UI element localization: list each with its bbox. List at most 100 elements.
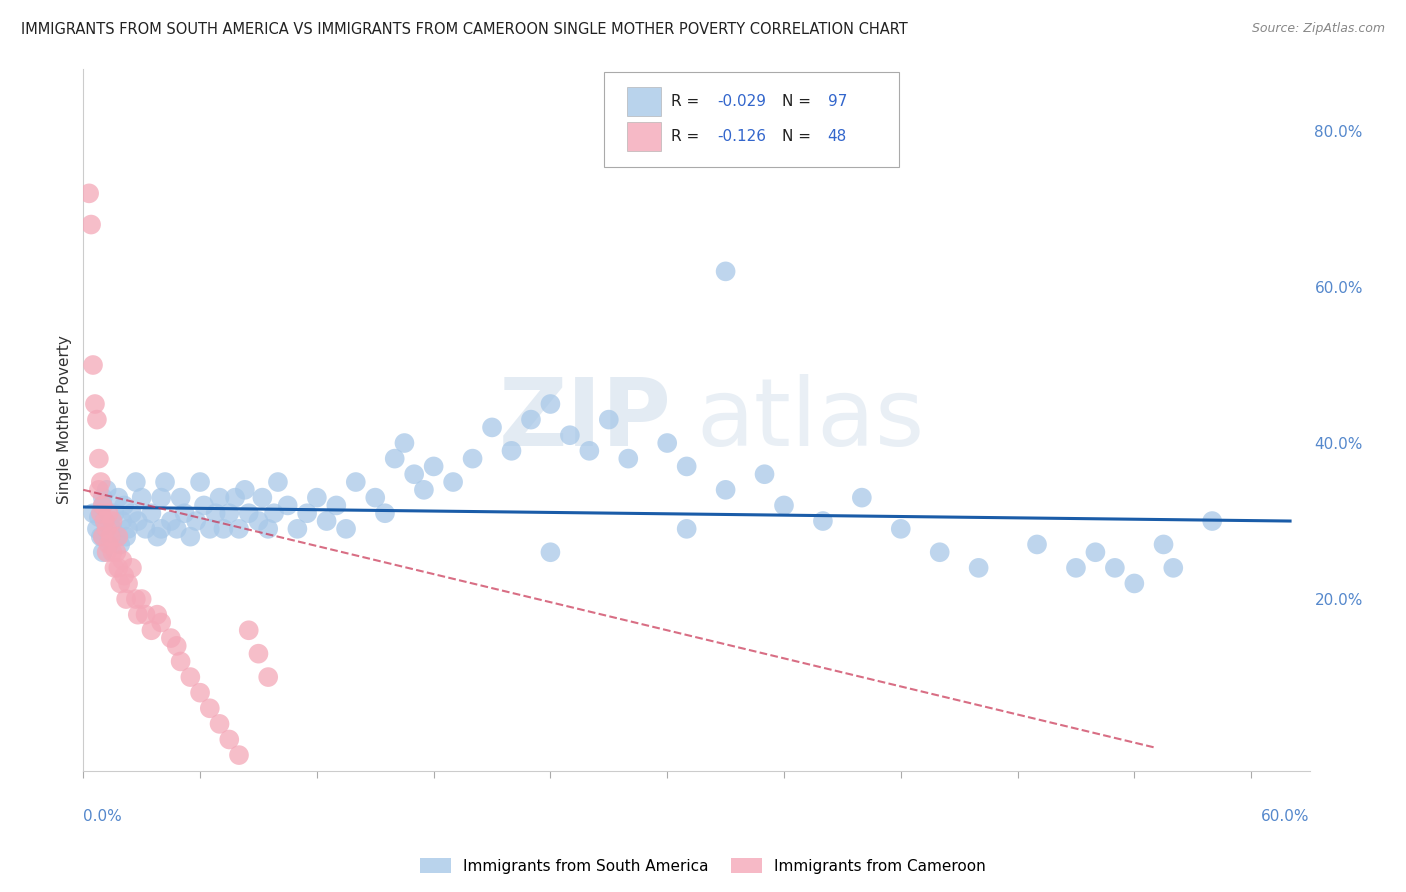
Point bbox=[93, 514, 115, 528]
Text: -0.029: -0.029 bbox=[717, 94, 766, 109]
Point bbox=[121, 561, 143, 575]
Point bbox=[501, 443, 523, 458]
Point bbox=[121, 506, 143, 520]
Point bbox=[96, 545, 118, 559]
Point bbox=[166, 522, 188, 536]
Point bbox=[110, 537, 132, 551]
Point bbox=[97, 506, 120, 520]
Point bbox=[96, 522, 118, 536]
Point bbox=[105, 530, 128, 544]
Point bbox=[135, 607, 157, 622]
Text: Source: ZipAtlas.com: Source: ZipAtlas.com bbox=[1251, 22, 1385, 36]
Point bbox=[87, 483, 110, 497]
Legend: Immigrants from South America, Immigrants from Cameroon: Immigrants from South America, Immigrant… bbox=[413, 852, 993, 880]
Point bbox=[538, 545, 561, 559]
Point bbox=[461, 451, 484, 466]
Point bbox=[598, 412, 620, 426]
Point bbox=[714, 483, 737, 497]
Point bbox=[82, 358, 104, 372]
Point bbox=[91, 530, 114, 544]
Point bbox=[364, 491, 387, 505]
Point bbox=[82, 506, 104, 520]
Point bbox=[1026, 537, 1049, 551]
Point bbox=[247, 647, 270, 661]
Point bbox=[773, 499, 796, 513]
Point bbox=[186, 514, 208, 528]
Point bbox=[305, 491, 328, 505]
Point bbox=[91, 545, 114, 559]
Point bbox=[77, 186, 100, 201]
FancyBboxPatch shape bbox=[627, 122, 661, 152]
Point bbox=[115, 530, 138, 544]
Point bbox=[277, 499, 299, 513]
Point bbox=[617, 451, 640, 466]
Point bbox=[1153, 537, 1175, 551]
Point bbox=[91, 499, 114, 513]
Point bbox=[117, 522, 139, 536]
Point bbox=[101, 522, 124, 536]
Point bbox=[228, 748, 250, 763]
Point bbox=[224, 491, 246, 505]
Point bbox=[928, 545, 950, 559]
Point bbox=[198, 522, 221, 536]
Point bbox=[101, 514, 124, 528]
Point bbox=[146, 607, 169, 622]
Text: IMMIGRANTS FROM SOUTH AMERICA VS IMMIGRANTS FROM CAMEROON SINGLE MOTHER POVERTY : IMMIGRANTS FROM SOUTH AMERICA VS IMMIGRA… bbox=[21, 22, 908, 37]
Text: 60.0%: 60.0% bbox=[1261, 809, 1309, 824]
Point bbox=[179, 530, 201, 544]
Point bbox=[131, 592, 153, 607]
Point bbox=[208, 717, 231, 731]
Point bbox=[91, 491, 114, 505]
Point bbox=[188, 686, 211, 700]
Point bbox=[125, 475, 148, 489]
Point bbox=[150, 522, 173, 536]
Point bbox=[1064, 561, 1087, 575]
Point bbox=[135, 522, 157, 536]
Point bbox=[1084, 545, 1107, 559]
Point bbox=[422, 459, 444, 474]
Point bbox=[325, 499, 347, 513]
Point bbox=[228, 522, 250, 536]
Text: 0.0%: 0.0% bbox=[83, 809, 122, 824]
Point bbox=[1123, 576, 1146, 591]
Point bbox=[657, 436, 679, 450]
Point bbox=[80, 218, 103, 232]
Point bbox=[111, 514, 134, 528]
Point bbox=[127, 514, 149, 528]
Point bbox=[169, 655, 191, 669]
Point bbox=[105, 545, 128, 559]
Text: R =: R = bbox=[671, 94, 704, 109]
Point bbox=[578, 443, 600, 458]
Point bbox=[193, 499, 215, 513]
FancyBboxPatch shape bbox=[627, 87, 661, 116]
Point bbox=[394, 436, 416, 450]
Point bbox=[374, 506, 396, 520]
Point bbox=[1161, 561, 1184, 575]
Point bbox=[295, 506, 318, 520]
Point bbox=[384, 451, 406, 466]
Point bbox=[481, 420, 503, 434]
Point bbox=[233, 483, 256, 497]
Point bbox=[86, 412, 108, 426]
Text: 48: 48 bbox=[828, 129, 846, 145]
Point bbox=[160, 631, 183, 645]
Point bbox=[160, 514, 183, 528]
Point bbox=[1201, 514, 1223, 528]
Point bbox=[117, 576, 139, 591]
Point bbox=[198, 701, 221, 715]
Point bbox=[90, 475, 112, 489]
Point bbox=[101, 545, 124, 559]
Text: N =: N = bbox=[782, 94, 815, 109]
Point bbox=[538, 397, 561, 411]
Point bbox=[107, 491, 129, 505]
Point bbox=[208, 491, 231, 505]
Point bbox=[103, 561, 125, 575]
Point bbox=[96, 483, 118, 497]
Point bbox=[851, 491, 873, 505]
Point bbox=[97, 537, 120, 551]
Point bbox=[218, 506, 240, 520]
Point bbox=[675, 522, 697, 536]
Point bbox=[107, 530, 129, 544]
Point bbox=[179, 670, 201, 684]
Point bbox=[238, 624, 260, 638]
